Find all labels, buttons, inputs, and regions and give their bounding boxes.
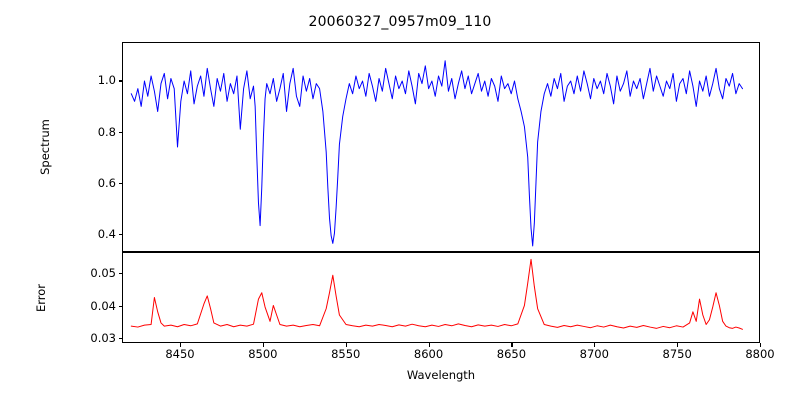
y-tick-mark	[118, 234, 122, 236]
x-tick-mark	[428, 343, 430, 347]
y-tick-mark	[118, 131, 122, 133]
y-tick-mark	[118, 182, 122, 184]
x-tick-mark	[594, 343, 596, 347]
x-tick-label: 8600	[413, 347, 444, 361]
y-tick-label: 0.6	[97, 175, 116, 190]
spectrum-plot-area	[122, 42, 760, 252]
y-tick-label: 0.8	[97, 124, 116, 139]
y-tick-label: 0.03	[90, 331, 116, 346]
y-tick-label: 1.0	[97, 73, 116, 88]
x-tick-label: 8450	[165, 347, 195, 361]
y-tick-mark	[118, 305, 122, 307]
x-tick-mark	[760, 343, 762, 347]
x-tick-mark	[180, 343, 182, 347]
x-tick-mark	[677, 343, 679, 347]
x-tick-label: 8800	[745, 347, 775, 361]
spectrum-y-axis-label: Spectrum	[38, 119, 52, 175]
x-tick-label: 8650	[496, 347, 527, 361]
figure-title: 20060327_0957m09_110	[308, 14, 492, 30]
spectrum-line-series	[123, 43, 759, 251]
x-tick-label: 8700	[579, 347, 609, 361]
x-tick-label: 8550	[331, 347, 361, 361]
x-tick-mark	[345, 343, 347, 347]
x-tick-label: 8500	[248, 347, 278, 361]
y-tick-mark	[118, 80, 122, 82]
y-tick-label: 0.04	[90, 298, 116, 313]
y-tick-mark	[118, 273, 122, 275]
y-tick-mark	[118, 338, 122, 340]
y-tick-label: 0.05	[90, 266, 116, 281]
x-tick-mark	[511, 343, 513, 347]
x-tick-label: 8750	[662, 347, 692, 361]
y-tick-label: 0.4	[97, 227, 116, 242]
error-line-series	[123, 253, 759, 342]
error-y-axis-label: Error	[34, 283, 48, 313]
x-axis-label: Wavelength	[406, 368, 476, 382]
error-plot-area	[122, 252, 760, 343]
x-tick-mark	[262, 343, 264, 347]
